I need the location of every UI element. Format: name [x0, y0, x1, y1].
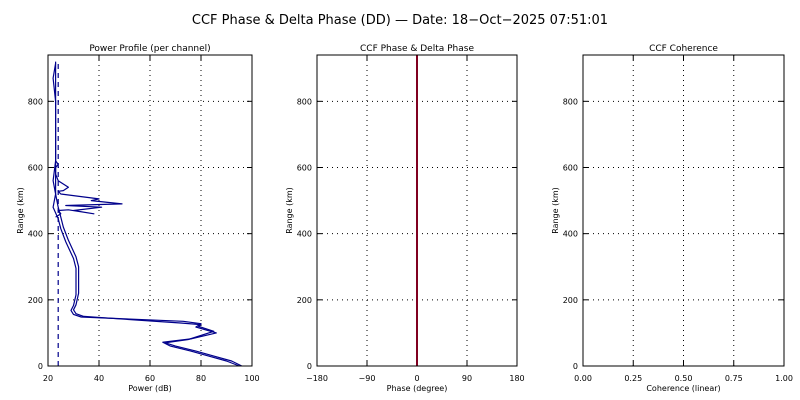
y-tick-label: 200 — [28, 296, 43, 305]
y-tick-label: 600 — [297, 163, 312, 172]
plot-frame — [316, 54, 518, 367]
y-tick-label: 400 — [297, 230, 312, 239]
y-tick-label: 400 — [563, 230, 578, 239]
x-tick-label: 0.25 — [624, 374, 642, 383]
y-tick-label: 600 — [28, 163, 43, 172]
panel-coherence: 0.00 0.25 0.50 0.75 1.00 0 200 400 600 800 CCF Coh… — [551, 44, 793, 393]
y-tick-label: 400 — [28, 230, 43, 239]
y-tick-label: 200 — [297, 296, 312, 305]
x-tick-label: 40 — [94, 374, 104, 383]
panel-title: CCF Phase & Delta Phase — [360, 44, 474, 54]
panel-phase: −180 −90 0 90 180 0 200 400 600 800 CCF Phase & De… — [285, 44, 525, 393]
x-tick-label: 60 — [145, 374, 155, 383]
x-tick-label: 100 — [244, 374, 259, 383]
x-tick-label: 20 — [43, 374, 53, 383]
x-tick-label: −180 — [306, 374, 328, 383]
panel-title: Power Profile (per channel) — [89, 44, 210, 54]
panel-title: CCF Coherence — [649, 44, 718, 54]
series-channel-3-spikes — [54, 160, 123, 218]
x-tick-label: 180 — [509, 374, 524, 383]
plot-frame — [47, 54, 253, 367]
y-tick-label: 600 — [563, 163, 578, 172]
x-tick-label: 90 — [462, 374, 472, 383]
x-tick-label: 0.50 — [675, 374, 693, 383]
x-axis-label: Phase (degree) — [387, 384, 448, 393]
y-axis-label: Range (km) — [551, 187, 560, 234]
x-tick-label: 0 — [414, 374, 419, 383]
y-tick-label: 0 — [573, 362, 578, 371]
y-tick-label: 800 — [28, 97, 43, 106]
y-tick-label: 800 — [297, 97, 312, 106]
x-tick-label: 0.75 — [725, 374, 743, 383]
y-tick-label: 0 — [307, 362, 312, 371]
plot-frame — [582, 54, 785, 367]
y-tick-label: 0 — [38, 362, 43, 371]
x-tick-label: 1.00 — [775, 374, 793, 383]
y-tick-label: 800 — [563, 97, 578, 106]
x-axis-label: Power (dB) — [128, 384, 172, 393]
y-axis-label: Range (km) — [16, 187, 25, 234]
x-tick-label: 0.00 — [574, 374, 592, 383]
figure-title: CCF Phase & Delta Phase (DD) — Date: 18−… — [192, 13, 608, 28]
panel-power: 20 40 60 80 100 0 200 400 600 800 Power Profile (p… — [16, 44, 260, 393]
x-axis-label: Coherence (linear) — [646, 384, 720, 393]
x-tick-label: 80 — [196, 374, 206, 383]
y-axis-label: Range (km) — [285, 187, 294, 234]
series-channel-2 — [52, 63, 240, 367]
x-tick-label: −90 — [359, 374, 376, 383]
y-tick-label: 200 — [563, 296, 578, 305]
